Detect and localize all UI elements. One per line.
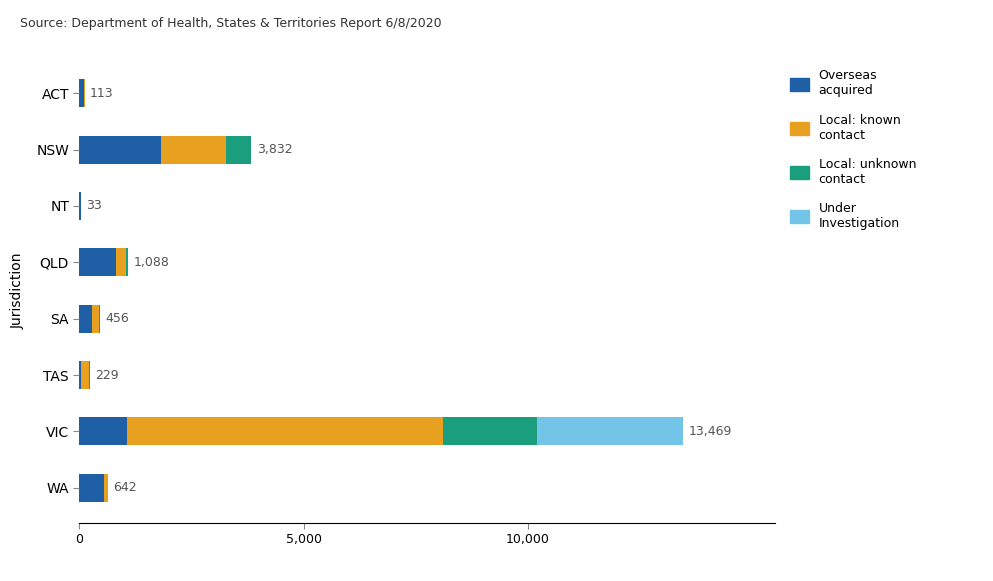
Text: 13,469: 13,469 [689, 425, 732, 438]
Bar [79, 192, 80, 220]
Bar [443, 417, 537, 446]
Bar [81, 361, 89, 389]
Bar [79, 361, 81, 389]
Text: 642: 642 [113, 481, 137, 494]
Bar [537, 417, 683, 446]
Text: 113: 113 [90, 87, 113, 100]
Text: 1,088: 1,088 [134, 256, 170, 269]
Y-axis label: Jurisdiction: Jurisdiction [11, 252, 25, 329]
Bar [161, 135, 226, 164]
Text: Source: Department of Health, States & Territories Report 6/8/2020: Source: Department of Health, States & T… [20, 17, 442, 30]
Text: 33: 33 [86, 199, 102, 213]
Bar [126, 248, 128, 277]
Bar [79, 474, 103, 502]
Bar [92, 304, 99, 333]
Text: 3,832: 3,832 [256, 143, 292, 156]
Bar [116, 248, 126, 277]
Bar [79, 248, 116, 277]
Bar [79, 304, 92, 333]
Legend: Overseas
acquired, Local: known
contact, Local: unknown
contact, Under
Investiga: Overseas acquired, Local: known contact,… [784, 64, 922, 235]
Bar [79, 79, 84, 107]
Text: 229: 229 [95, 368, 119, 382]
Bar [126, 417, 443, 446]
Text: 456: 456 [105, 312, 129, 325]
Bar [226, 135, 251, 164]
Bar [79, 417, 126, 446]
Bar [79, 135, 161, 164]
Bar [103, 474, 107, 502]
